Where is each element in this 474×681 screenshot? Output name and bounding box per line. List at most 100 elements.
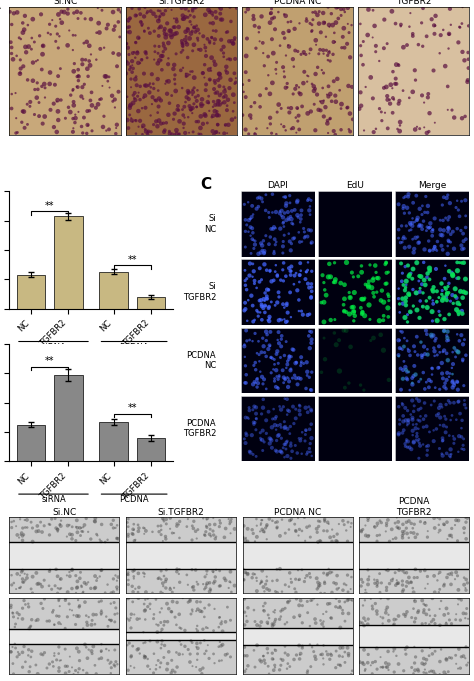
Point — [55, 114, 62, 125]
Point — [230, 68, 238, 79]
Point — [340, 306, 348, 317]
Point — [329, 20, 337, 31]
Point — [108, 91, 116, 101]
Point — [344, 536, 351, 547]
Point — [216, 637, 224, 648]
Point — [263, 329, 271, 340]
Point — [443, 335, 451, 346]
Point — [283, 198, 290, 209]
Point — [288, 206, 296, 217]
Point — [157, 643, 165, 654]
Point — [382, 658, 390, 669]
Point — [152, 116, 160, 127]
Point — [392, 533, 400, 543]
Point — [395, 59, 402, 70]
Point — [441, 411, 448, 422]
Point — [459, 292, 466, 303]
Point — [160, 127, 168, 138]
Point — [325, 272, 332, 283]
Point — [399, 533, 406, 543]
Point — [303, 449, 310, 460]
Point — [364, 565, 372, 575]
Point — [365, 614, 372, 624]
Point — [244, 603, 252, 614]
Point — [425, 382, 433, 393]
Point — [205, 599, 213, 610]
Point — [451, 520, 459, 530]
Point — [431, 244, 439, 255]
Point — [458, 196, 465, 207]
Point — [456, 615, 464, 626]
Point — [291, 232, 298, 243]
Point — [391, 644, 398, 654]
Point — [273, 349, 280, 360]
Point — [376, 587, 384, 598]
Point — [164, 37, 172, 48]
Point — [256, 620, 264, 631]
Point — [55, 42, 62, 53]
Point — [416, 219, 423, 230]
Point — [87, 583, 95, 594]
Point — [18, 614, 26, 624]
Point — [93, 27, 100, 38]
Point — [279, 365, 286, 376]
Point — [409, 29, 417, 39]
Point — [362, 584, 369, 595]
Point — [365, 574, 372, 585]
Point — [406, 218, 414, 229]
Point — [292, 357, 300, 368]
Point — [310, 85, 318, 96]
Point — [392, 59, 400, 70]
Point — [346, 292, 354, 303]
Point — [204, 639, 211, 650]
Point — [296, 18, 303, 29]
Point — [193, 654, 201, 665]
Point — [255, 295, 263, 306]
Point — [81, 577, 88, 588]
Point — [437, 400, 444, 411]
Point — [245, 215, 253, 225]
Point — [154, 48, 162, 59]
Point — [416, 123, 423, 134]
Point — [216, 90, 224, 101]
Point — [340, 325, 347, 336]
Point — [279, 604, 286, 615]
Point — [324, 54, 332, 65]
Point — [304, 407, 311, 417]
Point — [205, 91, 212, 101]
Point — [341, 647, 349, 658]
Point — [442, 212, 449, 223]
Point — [426, 292, 433, 303]
Point — [216, 99, 224, 110]
Point — [242, 360, 249, 371]
Point — [327, 271, 334, 282]
Point — [447, 415, 455, 426]
Point — [211, 533, 219, 544]
Point — [277, 334, 285, 345]
Point — [243, 650, 251, 661]
Point — [324, 115, 331, 126]
Point — [241, 377, 249, 388]
Point — [350, 272, 357, 283]
Point — [57, 573, 64, 584]
Point — [308, 405, 315, 416]
Point — [408, 444, 415, 455]
Point — [461, 399, 468, 410]
Point — [16, 33, 23, 44]
Point — [138, 54, 146, 65]
Point — [217, 8, 224, 19]
Point — [206, 106, 213, 116]
Point — [423, 449, 431, 460]
Point — [273, 371, 281, 382]
Point — [282, 125, 290, 136]
Point — [202, 582, 210, 593]
Point — [243, 430, 250, 441]
Point — [302, 425, 310, 436]
Point — [192, 605, 200, 616]
Point — [457, 651, 465, 662]
Point — [415, 221, 422, 232]
Point — [112, 522, 119, 533]
Point — [160, 37, 167, 48]
Point — [396, 343, 403, 353]
Point — [344, 18, 352, 29]
